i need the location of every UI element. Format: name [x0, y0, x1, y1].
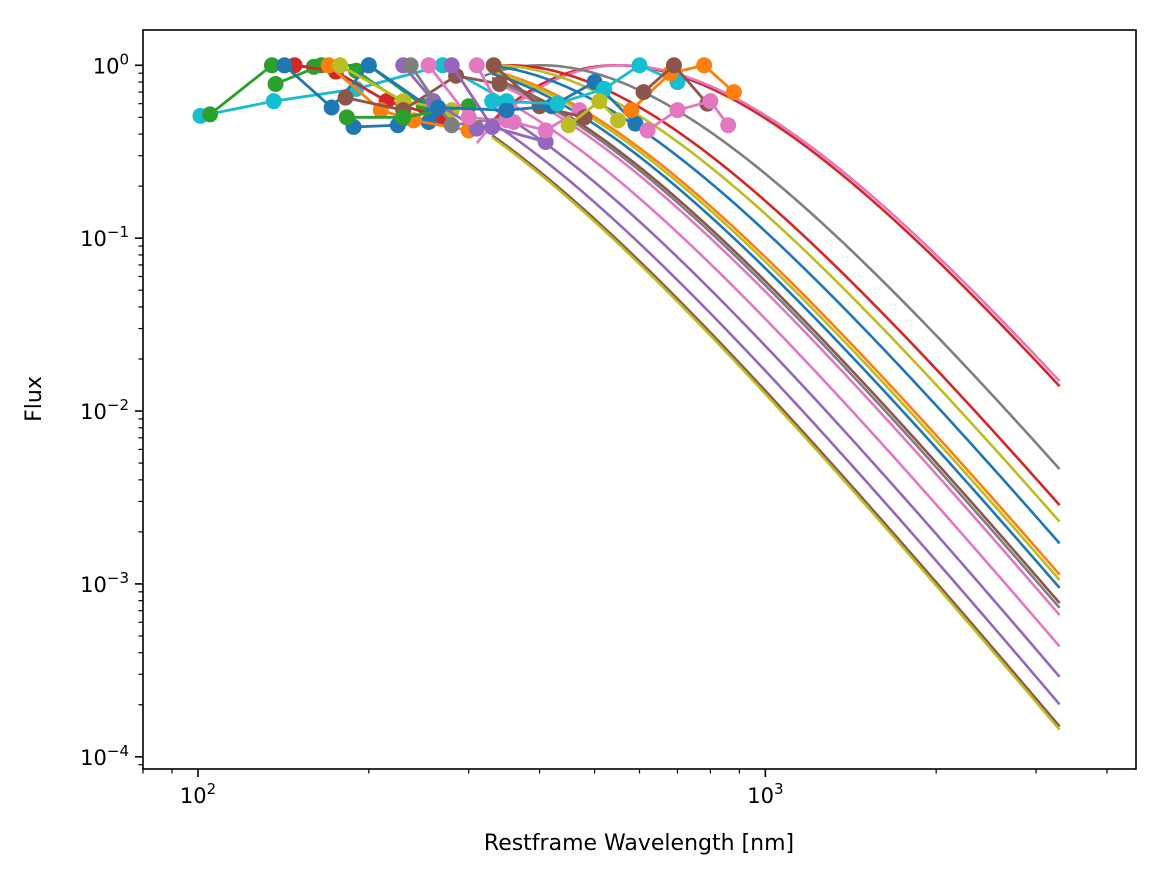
data-point-12-1: [402, 57, 419, 74]
data-point-18-4: [631, 57, 648, 74]
photometry-line-4: [294, 63, 444, 119]
series-layer: [192, 57, 1061, 731]
data-point-10-2: [395, 109, 412, 126]
data-point-21-3: [702, 93, 719, 110]
data-point-15-3: [537, 122, 554, 139]
data-point-19-3: [696, 57, 713, 74]
model-curve-16: [491, 134, 1061, 728]
photometry-line-5: [283, 63, 435, 112]
data-point-15-1: [468, 57, 485, 74]
data-point-2-2: [263, 57, 280, 74]
data-point-14-2: [484, 118, 501, 135]
data-point-13-2: [460, 109, 477, 126]
model-curve-6: [492, 64, 1061, 545]
data-point-5-3: [360, 57, 377, 74]
data-point-16-3: [576, 109, 593, 126]
x-axis-label: Restframe Wavelength [nm]: [484, 831, 794, 856]
data-point-22-3: [610, 112, 627, 129]
data-point-20-2: [665, 57, 682, 74]
data-point-21-1: [639, 122, 656, 139]
data-point-19-1: [623, 102, 640, 119]
model-curve-14: [491, 106, 1061, 678]
photometry-line-21: [646, 99, 730, 132]
model-curve-2: [475, 63, 1061, 383]
data-point-1-2: [265, 93, 282, 110]
data-point-18-3: [596, 80, 613, 97]
data-point-9-1: [337, 89, 354, 106]
data-point-12-2: [443, 117, 460, 134]
y-tick-label: 10−1: [80, 223, 129, 251]
data-point-14-3: [537, 133, 554, 150]
data-point-17-1: [430, 99, 447, 116]
x-tick-label: 103: [747, 780, 783, 808]
data-point-22-1: [560, 117, 577, 134]
data-point-20-1: [635, 84, 652, 101]
data-point-17-5: [627, 115, 644, 132]
data-point-13-1: [420, 57, 437, 74]
y-tick-label: 10−2: [80, 396, 129, 424]
data-point-3-1: [267, 75, 284, 92]
model-curve-10: [491, 76, 1061, 604]
model-curve-17: [491, 136, 1061, 731]
data-point-11-3: [468, 120, 485, 137]
axis-layer: 102 103 100 10−1 10−2 10−3 10−4: [80, 50, 1108, 808]
data-point-7-1: [320, 57, 337, 74]
y-tick-label: 100: [93, 50, 129, 78]
model-curve-13: [491, 92, 1061, 648]
data-point-17-2: [498, 102, 515, 119]
data-point-5-1: [276, 57, 293, 74]
x-tick-label: 102: [180, 780, 216, 808]
data-point-9-4: [491, 75, 508, 92]
photometry-series-18: [484, 57, 686, 112]
data-point-18-1: [484, 93, 501, 110]
data-point-10-1: [338, 109, 355, 126]
data-point-8-1: [332, 57, 349, 74]
model-curve-11: [491, 78, 1061, 609]
model-curve-12: [491, 80, 1061, 616]
data-point-2-1: [202, 106, 219, 123]
data-point-22-2: [591, 93, 608, 110]
photometry-series-21: [639, 93, 737, 139]
model-curve-15: [491, 121, 1061, 706]
y-tick-label: 10−3: [80, 569, 129, 597]
data-point-18-2: [549, 95, 566, 112]
data-point-5-2: [323, 99, 340, 116]
data-point-21-2: [669, 102, 686, 119]
data-point-21-4: [720, 117, 737, 134]
photometry-series-14: [443, 57, 554, 150]
data-point-19-4: [725, 84, 742, 101]
model-curve-3: [484, 63, 1061, 470]
y-axis-label: Flux: [22, 376, 47, 422]
y-tick-label: 10−4: [80, 742, 129, 770]
data-point-16-1: [485, 57, 502, 74]
data-point-14-1: [443, 57, 460, 74]
photometry-series-22: [560, 93, 627, 134]
